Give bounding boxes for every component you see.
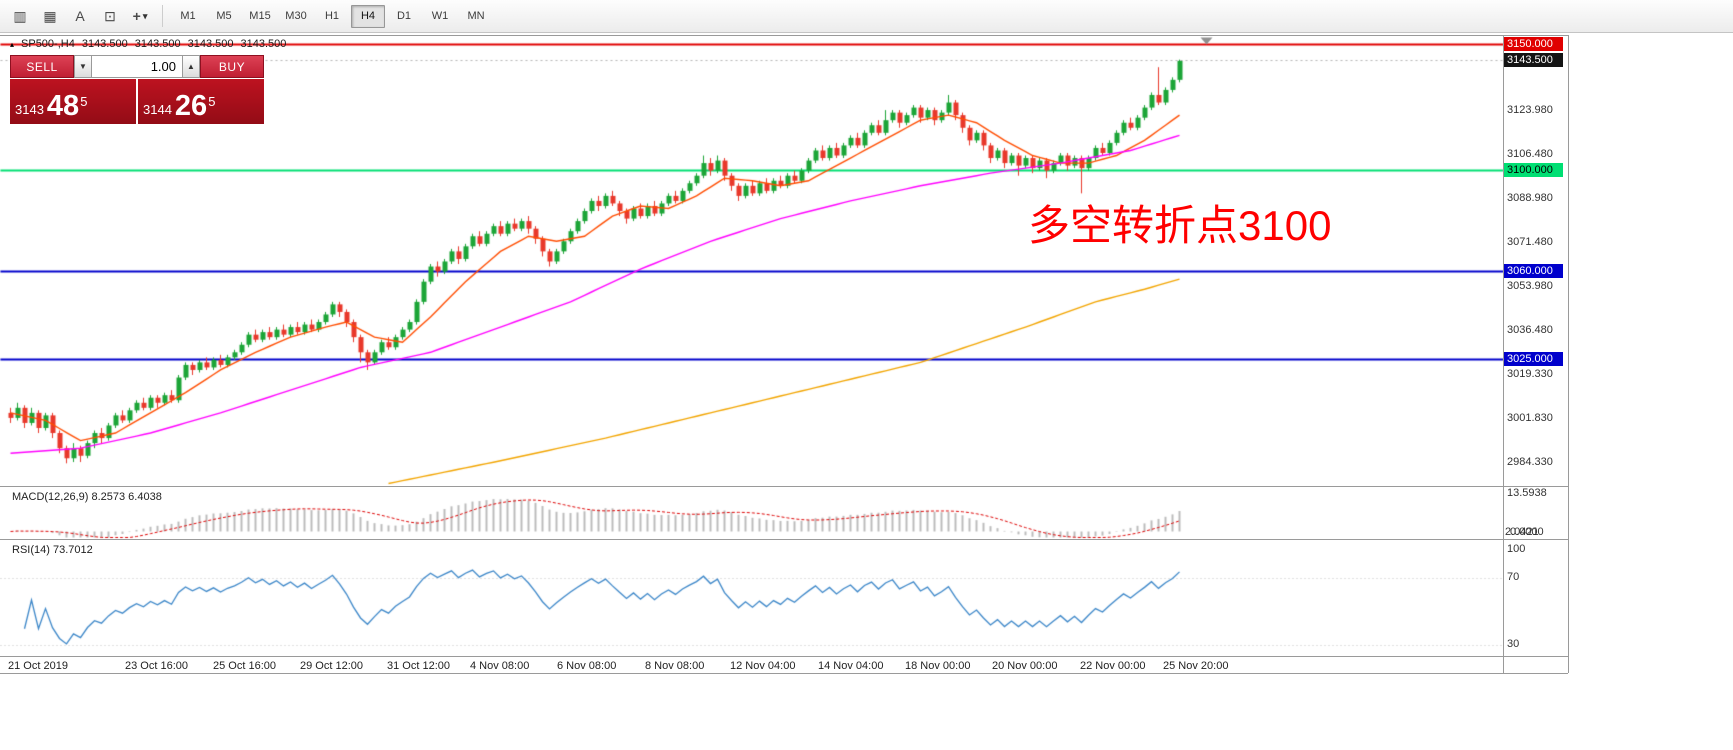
timeframe-button-H1[interactable]: H1: [324, 10, 340, 22]
buy-price-prefix: 3144: [143, 102, 172, 117]
rsi-panel-separator[interactable]: [0, 539, 1568, 540]
one-click-trading-panel: SELL ▼ ▲ BUY 3143 48 5 3144 26 5: [10, 55, 264, 124]
timeframe-group: M1 M5 M15 M30 H1 H4 D1 W1 MN: [170, 4, 494, 28]
rsi-level-label: 30: [1507, 638, 1520, 650]
crosshair-icon[interactable]: + ▾: [132, 8, 148, 24]
buy-price-big-digits: 26: [174, 90, 208, 122]
time-axis-separator: [0, 656, 1568, 657]
macd-indicator-label: MACD(12,26,9) 8.2573 6.4038: [12, 491, 162, 503]
price-axis-label: 2984.330: [1507, 455, 1553, 468]
macd-axis-min-a: 2.0421: [1505, 526, 1539, 538]
ohlc-low: 3143.500: [187, 38, 234, 50]
text-annotation-icon[interactable]: A: [75, 8, 85, 24]
hline-price-badge: 3150.000: [1504, 37, 1563, 51]
chart-toolbar: ▥ ▦ A ⊡ + ▾ M1 M5 M15 M30 H1 H4 D1 W1 MN: [0, 0, 1733, 33]
timeframe-button-H4[interactable]: H4: [351, 4, 385, 28]
time-axis-label: 31 Oct 12:00: [387, 660, 450, 672]
timeframe-button-M15[interactable]: M15: [249, 10, 271, 22]
sell-price-superscript: 5: [80, 94, 88, 109]
time-axis-label: 21 Oct 2019: [8, 660, 68, 672]
macd-axis-min-b: 0.0000: [1510, 526, 1544, 538]
drawing-tools-group: ▥ ▦ A ⊡ + ▾: [5, 3, 155, 29]
price-axis-label: 3106.480: [1507, 147, 1553, 160]
price-axis-label: 3123.980: [1507, 103, 1553, 116]
sell-price-big-digits: 48: [46, 90, 80, 122]
timeframe-button-M5[interactable]: M5: [216, 10, 232, 22]
hline-price-badge: 3100.000: [1504, 163, 1563, 178]
buy-price-superscript: 5: [208, 94, 216, 109]
price-axis-label: 3053.980: [1507, 280, 1553, 293]
sell-price-prefix: 3143: [15, 102, 44, 117]
time-axis-label: 14 Nov 04:00: [818, 660, 884, 672]
buy-price-display[interactable]: 3144 26 5: [138, 79, 264, 124]
chart-window-top-border: [0, 35, 1568, 36]
symbol-name: SP500-,H4: [21, 38, 75, 50]
timeframe-button-MN[interactable]: MN: [467, 10, 485, 22]
buy-button[interactable]: BUY: [200, 55, 264, 78]
price-axis-label: 3088.980: [1507, 191, 1553, 204]
triangle-down-icon: ▼: [79, 62, 87, 71]
chart-text-annotation[interactable]: 多空转折点3100: [1028, 202, 1332, 249]
hline-price-badge: 3060.000: [1504, 264, 1563, 279]
chevron-down-icon: ▾: [142, 10, 148, 21]
ohlc-high: 3143.500: [134, 38, 181, 50]
macd-axis-max: 13.5938: [1507, 487, 1547, 499]
time-axis-label: 18 Nov 00:00: [905, 660, 971, 672]
volume-step-up-button[interactable]: ▲: [182, 55, 200, 78]
hline-price-badge: 3025.000: [1504, 352, 1563, 367]
time-axis-label: 29 Oct 12:00: [300, 660, 363, 672]
price-axis-label: 3001.830: [1507, 411, 1553, 424]
time-axis-label: 25 Oct 16:00: [213, 660, 276, 672]
ohlc-open: 3143.500: [81, 38, 128, 50]
symbol-marker-icon: ▴: [10, 39, 15, 49]
macd-panel-separator[interactable]: [0, 486, 1568, 487]
current-price-badge: 3143.500: [1504, 53, 1563, 68]
chart-window-bottom-border: [0, 673, 1568, 674]
timeframe-button-W1[interactable]: W1: [431, 10, 449, 22]
rsi-indicator-label: RSI(14) 73.7012: [12, 544, 93, 556]
price-axis-label: 3036.480: [1507, 324, 1553, 337]
time-axis-label: 22 Nov 00:00: [1080, 660, 1146, 672]
sell-button[interactable]: SELL: [10, 55, 74, 78]
time-axis-label: 23 Oct 16:00: [125, 660, 188, 672]
toolbar-separator: [162, 5, 163, 27]
time-axis-label: 20 Nov 00:00: [992, 660, 1058, 672]
price-axis-label: 3071.480: [1507, 236, 1553, 249]
volume-step-down-button[interactable]: ▼: [74, 55, 92, 78]
time-axis-label: 12 Nov 04:00: [730, 660, 796, 672]
grid-icon[interactable]: ▦: [43, 7, 57, 24]
timeframe-button-M30[interactable]: M30: [285, 10, 307, 22]
chart-type-icon[interactable]: ▥: [13, 7, 27, 24]
chart-window-right-border: [1568, 35, 1569, 673]
timeframe-button-D1[interactable]: D1: [396, 10, 412, 22]
sell-price-display[interactable]: 3143 48 5: [10, 79, 136, 124]
price-axis-label: 3019.330: [1507, 367, 1553, 380]
time-axis-label: 6 Nov 08:00: [557, 660, 617, 672]
rsi-level-label: 100: [1507, 543, 1526, 555]
volume-input[interactable]: [92, 55, 182, 78]
triangle-up-icon: ▲: [187, 62, 195, 71]
time-axis-label: 8 Nov 08:00: [645, 660, 705, 672]
timeframe-button-M1[interactable]: M1: [180, 10, 196, 22]
price-axis-separator: [1503, 35, 1504, 673]
text-box-icon[interactable]: ⊡: [104, 7, 116, 24]
time-axis-label: 4 Nov 08:00: [470, 660, 530, 672]
rsi-level-label: 70: [1507, 571, 1520, 583]
chart-ohlc-header: ▴ SP500-,H4 3143.500 3143.500 3143.500 3…: [10, 38, 286, 50]
time-axis-label: 25 Nov 20:00: [1163, 660, 1229, 672]
ohlc-close: 3143.500: [240, 38, 287, 50]
